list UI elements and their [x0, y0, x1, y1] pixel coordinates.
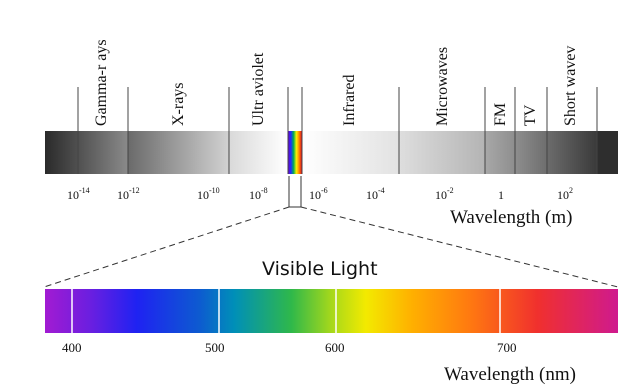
band-tv	[515, 131, 547, 174]
band-short	[547, 131, 597, 174]
band-gamma	[45, 131, 128, 174]
nm-tick-label: 600	[325, 340, 345, 355]
tick-label: 10-14	[67, 186, 90, 202]
visible-spectrum-bar	[45, 289, 618, 333]
band-label-gamma: Gamma-r ays	[93, 39, 110, 126]
tick-label: 102	[557, 186, 573, 202]
band-infrared	[302, 131, 399, 174]
band-dividers	[77, 87, 598, 174]
visible-ticks	[71, 289, 501, 333]
band-label-microwaves: Microwaves	[434, 46, 451, 126]
band-label-xray: X-rays	[170, 82, 187, 126]
band-microwave	[399, 131, 485, 174]
tick-label: 10-2	[435, 186, 454, 202]
tick-label: 10-4	[366, 186, 385, 202]
nm-tick-label: 700	[497, 340, 517, 355]
visible-light-title: Visible Light	[262, 258, 378, 280]
tick-label: 10-10	[197, 186, 220, 202]
band-visible-small	[288, 131, 302, 174]
em-axis-title: Wavelength (m)	[450, 207, 573, 228]
band-label-short: Short wavev	[562, 45, 579, 126]
zoom-bracket	[43, 176, 619, 288]
band-label-fm: FM	[492, 102, 509, 126]
nm-tick-label: 500	[205, 340, 225, 355]
visible-axis-title: Wavelength (nm)	[444, 364, 576, 385]
tick-label: 1	[498, 188, 504, 202]
band-long-end	[597, 131, 618, 174]
tick-label: 10-6	[309, 186, 328, 202]
nm-tick-label: 400	[62, 340, 82, 355]
band-label-infrared: Infrared	[341, 74, 358, 126]
band-xray	[128, 131, 229, 174]
band-label-tv: TV	[522, 104, 539, 126]
band-fm	[485, 131, 515, 174]
tick-label: 10-8	[249, 186, 268, 202]
band-uv	[229, 131, 288, 174]
band-label-uv: Ultr aviolet	[250, 52, 267, 126]
tick-label: 10-12	[117, 186, 140, 202]
